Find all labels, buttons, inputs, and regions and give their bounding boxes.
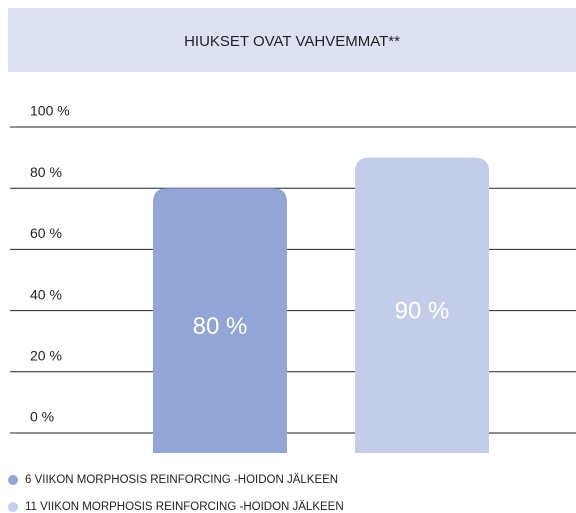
- bar: [153, 188, 287, 453]
- chart-title: HIUKSET OVAT VAHVEMMAT**: [184, 33, 400, 50]
- legend-label: 11 VIIKON MORPHOSIS REINFORCING -HOIDON …: [25, 501, 344, 513]
- bar: [355, 157, 489, 453]
- value-label: 90 %: [395, 298, 450, 325]
- legend-label: 6 VIIKON MORPHOSIS REINFORCING -HOIDON J…: [25, 474, 338, 486]
- title-band: [8, 8, 576, 72]
- y-tick-label: 80 %: [30, 164, 62, 180]
- y-tick-label: 0 %: [30, 409, 54, 425]
- value-label: 80 %: [193, 313, 248, 340]
- legend-swatch: [8, 475, 18, 485]
- y-tick-label: 100 %: [30, 103, 70, 119]
- legend-swatch: [8, 502, 18, 512]
- y-tick-label: 40 %: [30, 286, 62, 302]
- y-tick-label: 60 %: [30, 225, 62, 241]
- y-tick-label: 20 %: [30, 348, 62, 364]
